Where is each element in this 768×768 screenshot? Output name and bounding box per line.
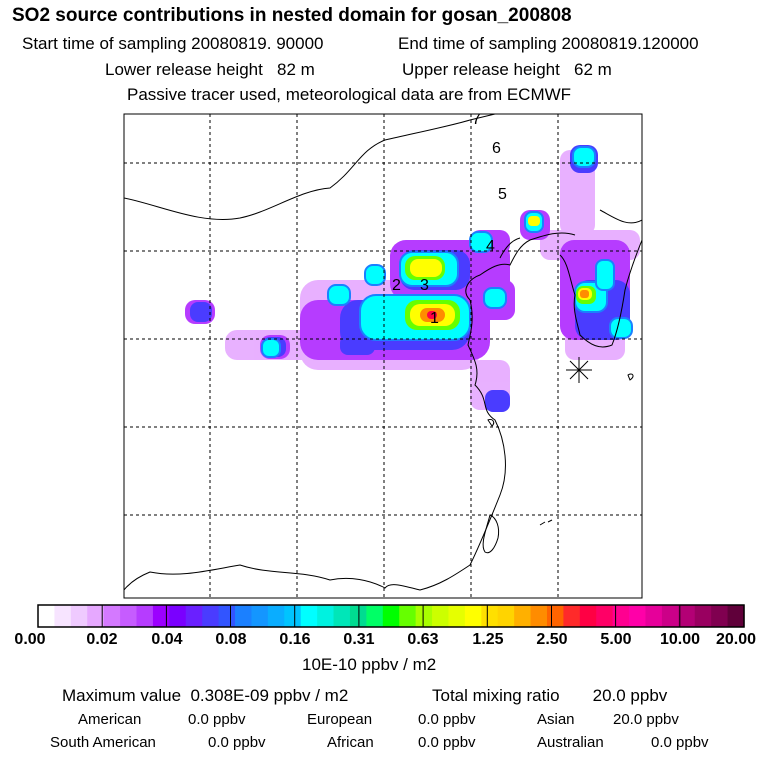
colorbar-tick: 2.50 [536, 631, 568, 648]
total-mixing-ratio-label: Total mixing ratio 20.0 ppbv [432, 686, 668, 705]
region-value-asian: 20.0 ppbv [613, 711, 679, 728]
coastline [124, 114, 642, 591]
trajectory-label-7: 7 [472, 111, 481, 128]
end-time-label: End time of sampling 20080819.120000 [398, 34, 699, 53]
colorbar-tick: 5.00 [600, 631, 632, 648]
region-name-south-american: South American [50, 734, 156, 751]
trajectory-label-5: 5 [498, 186, 507, 203]
region-name-american: American [78, 711, 142, 728]
maximum-value-label: Maximum value 0.308E-09 ppbv / m2 [62, 686, 349, 705]
receptor-marker [566, 357, 592, 383]
trajectory-label-1: 1 [430, 310, 439, 327]
lat-lon-grid [124, 114, 642, 598]
region-name-african: African [327, 734, 374, 751]
colorbar-tick: 0.63 [407, 631, 439, 648]
colorbar-unit: 10E-10 ppbv / m2 [302, 655, 437, 674]
region-value-european: 0.0 ppbv [418, 711, 476, 728]
upper-release-label: Upper release height 62 m [402, 60, 612, 79]
region-value-african: 0.0 ppbv [418, 734, 476, 751]
trajectory-label-6: 6 [492, 140, 501, 157]
region-value-south-american: 0.0 ppbv [208, 734, 266, 751]
colorbar-tick: 0.08 [215, 631, 247, 648]
colorbar-tick: 0.04 [151, 631, 183, 648]
plot-title: SO2 source contributions in nested domai… [12, 5, 572, 26]
trajectory-label-4: 4 [486, 238, 495, 255]
colorbar-tick: 10.00 [659, 631, 701, 648]
model-note: Passive tracer used, meteorological data… [127, 85, 572, 104]
region-name-australian: Australian [537, 734, 604, 751]
region-name-asian: Asian [537, 711, 575, 728]
colorbar-tick: 0.16 [279, 631, 311, 648]
trajectory-label-2: 2 [392, 277, 401, 294]
colorbar-tick: 0.00 [14, 631, 46, 648]
colorbar-tick: 20.00 [715, 631, 757, 648]
region-name-european: European [307, 711, 373, 728]
trajectory-labels: 1 2 3 4 5 6 7 [392, 111, 507, 327]
start-time-label: Start time of sampling 20080819. 90000 [22, 34, 324, 53]
region-value-australian: 0.0 ppbv [651, 734, 709, 751]
colorbar-tick: 0.02 [86, 631, 118, 648]
colorbar-tick: 0.31 [343, 631, 375, 648]
trajectory-label-3: 3 [420, 277, 429, 294]
lower-release-label: Lower release height 82 m [105, 60, 315, 79]
plume-layer [185, 145, 640, 412]
colorbar-tick: 1.25 [472, 631, 504, 648]
map-frame [123, 113, 643, 599]
region-value-american: 0.0 ppbv [188, 711, 246, 728]
